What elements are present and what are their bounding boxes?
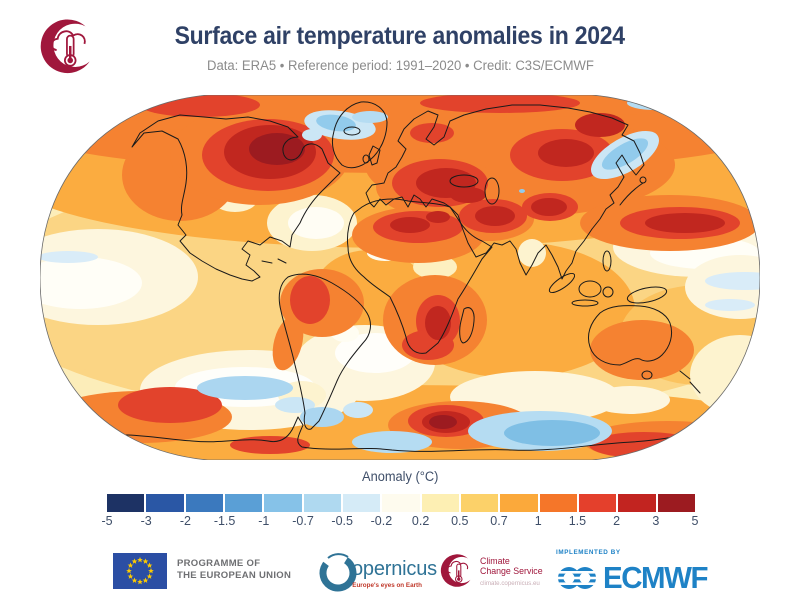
eu-programme-line2: THE EUROPEAN UNION [177, 570, 292, 581]
eu-programme-line1: PROGRAMME OF [177, 558, 261, 569]
colorbar-tick-label: -0.7 [292, 514, 314, 528]
colorbar-tick-label: -0.2 [370, 514, 393, 528]
anomaly-field [40, 95, 760, 460]
page-title: Surface air temperature anomalies in 202… [174, 22, 626, 50]
colorbar-tick-label: -0.5 [331, 514, 353, 528]
copernicus-logo [319, 553, 357, 592]
c3s-label: Climate Change Service [480, 556, 543, 576]
coastlines [87, 101, 713, 452]
colorbar-tick-label: 5 [691, 514, 699, 528]
colorbar-tick-label: -5 [101, 514, 113, 528]
map-outline [40, 95, 760, 460]
colorbar-segment [264, 494, 302, 512]
colorbar [107, 494, 695, 512]
colorbar-segment [224, 494, 263, 512]
colorbar-tick-label: -1.5 [213, 514, 236, 528]
c3s-label-line2: Change Service [480, 566, 543, 576]
colorbar-ticks: -5 -3 -2 -1.5 -1 -0.7 -0.5 -0.2 0.2 0.5 0.7 1 1.5 2 3 5 [101, 514, 698, 530]
colorbar-segment [303, 494, 341, 512]
colorbar-segment [107, 494, 145, 512]
world-map [40, 95, 760, 460]
implemented-by-label: IMPLEMENTED BY [556, 549, 621, 556]
colorbar-segment [382, 494, 420, 512]
colorbar-tick-label: -2 [179, 514, 191, 528]
c3s-label-line1: Climate [480, 556, 510, 566]
eu-flag [113, 553, 167, 589]
c3s-footer-logo [438, 551, 478, 591]
colorbar-segment [539, 494, 577, 512]
copernicus-wordmark: opernicus [352, 558, 437, 580]
colorbar-segment [578, 494, 617, 512]
colorbar-tick-label: 2 [613, 514, 621, 528]
eu-programme-label: PROGRAMME OF THE EUROPEAN UNION [177, 558, 291, 582]
colorbar-tick-label: 0.7 [490, 514, 508, 528]
page-subtitle: Data: ERA5 • Reference period: 1991–2020… [206, 58, 594, 73]
colorbar-segment [500, 494, 538, 512]
colorbar-tick-label: -3 [140, 514, 152, 528]
colorbar-tick-label: -1 [258, 514, 270, 528]
copernicus-tagline: Europe's eyes on Earth [352, 582, 422, 589]
c3s-url: climate.copernicus.eu [480, 580, 540, 587]
ecmwf-block: IMPLEMENTED BY ECMWF [556, 549, 713, 596]
colorbar-segment [618, 494, 656, 512]
ecmwf-icon [556, 567, 600, 589]
colorbar-tick-label: 1.5 [568, 514, 587, 528]
colorbar-segment [146, 494, 184, 512]
colorbar-segment [657, 494, 695, 512]
colorbar-segment [342, 494, 381, 512]
colorbar-tick-label: 0.5 [451, 514, 469, 528]
colorbar-tick-label: 1 [534, 514, 542, 528]
colorbar-tick-label: 0.2 [411, 514, 430, 528]
colorbar-segment [185, 494, 223, 512]
ecmwf-wordmark: ECMWF [603, 560, 709, 595]
colorbar-segment [421, 494, 459, 512]
legend-title: Anomaly (°C) [361, 469, 439, 484]
colorbar-segment [460, 494, 499, 512]
colorbar-tick-label: 3 [652, 514, 660, 528]
